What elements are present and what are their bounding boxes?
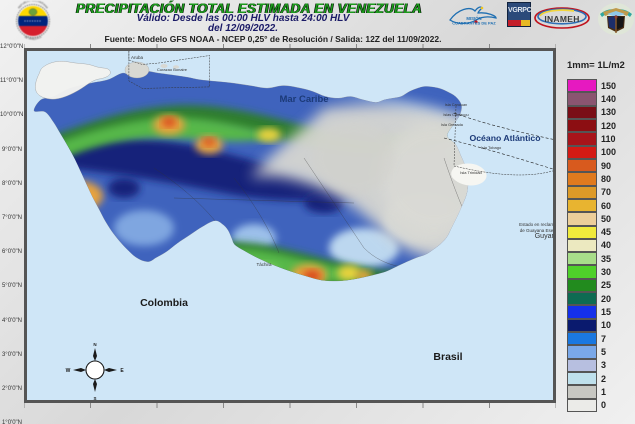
svg-text:Brasil: Brasil xyxy=(433,351,462,363)
svg-text:S: S xyxy=(93,396,96,401)
svg-text:Océano Atlántico: Océano Atlántico xyxy=(469,133,540,143)
svg-text:Aruba: Aruba xyxy=(131,55,144,60)
svg-text:Isla Trinidad: Isla Trinidad xyxy=(460,170,482,175)
svg-text:Estado en reclamación: Estado en reclamación xyxy=(519,222,556,227)
svg-text:Colombia: Colombia xyxy=(140,297,188,309)
svg-text:Guyana: Guyana xyxy=(535,233,556,240)
svg-text:de Guayana Esequiba: de Guayana Esequiba xyxy=(520,228,556,233)
svg-text:N: N xyxy=(93,342,96,347)
svg-text:Curazao Bonaire: Curazao Bonaire xyxy=(157,67,188,72)
svg-text:W: W xyxy=(66,368,71,374)
svg-text:Isla Grenada: Isla Grenada xyxy=(441,123,464,127)
svg-text:Isla Canouan: Isla Canouan xyxy=(445,103,467,107)
svg-text:CUADRANTES DE PAZ: CUADRANTES DE PAZ xyxy=(452,20,496,25)
svg-text:Mar Caribe: Mar Caribe xyxy=(279,94,328,105)
svg-text:Isla Tobago: Isla Tobago xyxy=(481,145,502,150)
svg-text:Táchira: Táchira xyxy=(256,262,272,267)
